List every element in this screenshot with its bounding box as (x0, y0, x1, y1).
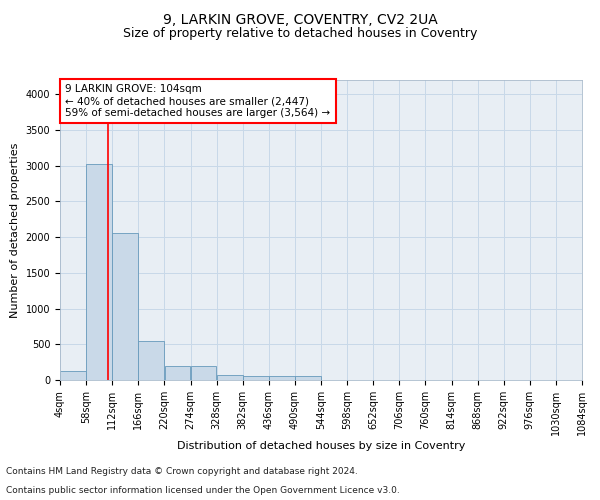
Text: Contains HM Land Registry data © Crown copyright and database right 2024.: Contains HM Land Registry data © Crown c… (6, 467, 358, 476)
Bar (112, 233, 138, 380)
Text: Size of property relative to detached houses in Coventry: Size of property relative to detached ho… (123, 28, 477, 40)
Bar (243, 376, 269, 380)
Bar (191, 366, 217, 380)
Y-axis label: Number of detached properties: Number of detached properties (10, 142, 20, 318)
Bar (164, 366, 190, 380)
Bar (139, 342, 164, 380)
Bar (60, 370, 86, 380)
Bar (295, 376, 321, 380)
Bar (217, 375, 242, 380)
Bar (86, 164, 112, 380)
X-axis label: Distribution of detached houses by size in Coventry: Distribution of detached houses by size … (177, 440, 465, 450)
Text: Contains public sector information licensed under the Open Government Licence v3: Contains public sector information licen… (6, 486, 400, 495)
Text: 9, LARKIN GROVE, COVENTRY, CV2 2UA: 9, LARKIN GROVE, COVENTRY, CV2 2UA (163, 12, 437, 26)
Text: 9 LARKIN GROVE: 104sqm
← 40% of detached houses are smaller (2,447)
59% of semi-: 9 LARKIN GROVE: 104sqm ← 40% of detached… (65, 84, 331, 117)
Bar (269, 376, 295, 380)
